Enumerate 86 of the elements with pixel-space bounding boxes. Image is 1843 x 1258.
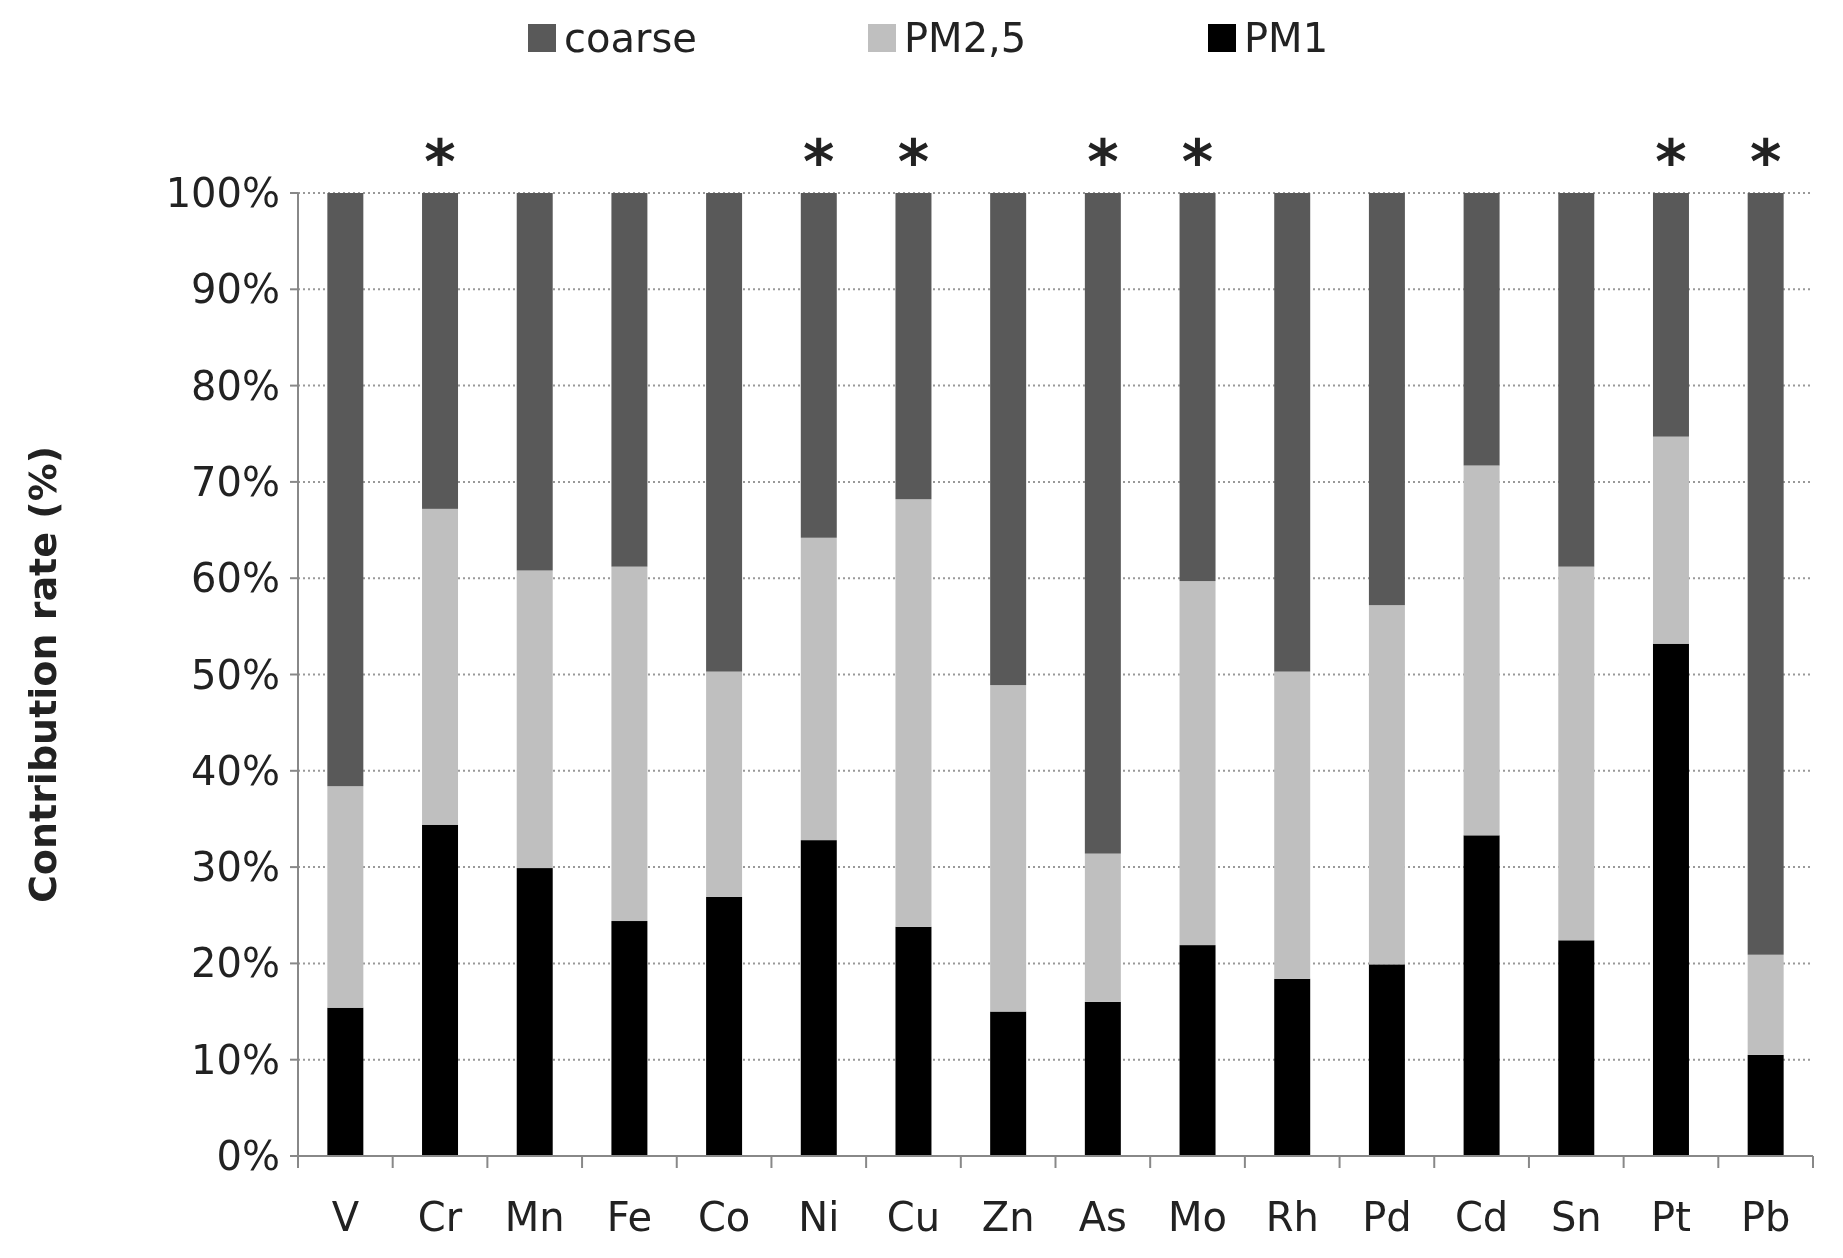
- bar: [1274, 671, 1311, 979]
- bar: [1084, 853, 1121, 1002]
- bar: [422, 508, 459, 825]
- x-tick-label: Rh: [1265, 1194, 1319, 1240]
- annotation: *: [897, 127, 930, 197]
- y-tick-label: 20%: [191, 940, 280, 987]
- bar: [1558, 940, 1595, 1156]
- bar: [611, 921, 648, 1156]
- bar: [327, 1007, 364, 1156]
- bar: [1274, 193, 1311, 672]
- x-tick-label: Mn: [504, 1194, 565, 1240]
- bar: [516, 193, 553, 571]
- bar: [1368, 193, 1405, 606]
- bar: [516, 868, 553, 1156]
- y-tick-label: 60%: [191, 555, 280, 602]
- legend-label: PM1: [1244, 15, 1329, 61]
- bar: [800, 537, 837, 841]
- y-tick-label: 40%: [191, 747, 280, 794]
- x-tick-label: Cr: [417, 1194, 463, 1240]
- legend-label: PM2,5: [904, 15, 1027, 61]
- x-tick-label: Pb: [1740, 1194, 1791, 1240]
- x-tick-label: Pd: [1362, 1194, 1412, 1240]
- annotation: *: [1655, 127, 1687, 197]
- y-tick-label: 50%: [191, 651, 280, 698]
- x-tick-label: Cd: [1454, 1194, 1509, 1240]
- y-tick-label: 90%: [191, 266, 280, 313]
- annotation: *: [803, 127, 835, 197]
- x-tick-label: Mo: [1168, 1194, 1228, 1240]
- y-tick-label: 0%: [216, 1133, 280, 1179]
- x-tick-label: V: [331, 1194, 360, 1240]
- bar: [327, 193, 364, 787]
- annotation: *: [424, 127, 456, 197]
- bar: [1747, 1054, 1784, 1157]
- x-tick-label: Sn: [1550, 1194, 1602, 1240]
- bar: [1463, 465, 1500, 836]
- bar: [990, 685, 1027, 1012]
- bar: [1368, 605, 1405, 965]
- bar: [422, 193, 459, 509]
- bar: [1463, 193, 1500, 466]
- annotation: *: [1749, 127, 1782, 197]
- bar: [327, 786, 364, 1008]
- bar: [1368, 964, 1405, 1156]
- x-tick-label: Co: [697, 1194, 751, 1240]
- bar: [895, 193, 932, 500]
- x-tick-label: Pt: [1651, 1194, 1691, 1240]
- bar: [611, 566, 648, 922]
- bar: [895, 926, 932, 1156]
- x-tick-label: As: [1078, 1194, 1127, 1240]
- bar: [1747, 954, 1784, 1055]
- bar: [1084, 193, 1121, 854]
- bar: [1274, 978, 1311, 1156]
- bar: [422, 824, 459, 1156]
- bar: [1179, 193, 1216, 582]
- x-tick-label: Cu: [886, 1194, 941, 1240]
- bar: [1084, 1001, 1121, 1156]
- bar: [611, 193, 648, 567]
- bar: [706, 671, 743, 897]
- legend-label: coarse: [564, 15, 697, 61]
- bar: [706, 896, 743, 1156]
- bar: [1558, 193, 1595, 567]
- bar: [1179, 581, 1216, 946]
- y-tick-label: 10%: [191, 1036, 280, 1083]
- y-tick-label: 80%: [191, 362, 280, 409]
- x-tick-label: Fe: [606, 1194, 653, 1240]
- bar: [990, 193, 1027, 686]
- bar: [1463, 835, 1500, 1156]
- x-tick-label: Ni: [798, 1194, 840, 1240]
- y-tick-label: 30%: [191, 844, 280, 891]
- bar: [706, 193, 743, 672]
- annotation: *: [1087, 127, 1119, 197]
- annotation: *: [1181, 127, 1214, 197]
- y-tick-label: 70%: [191, 458, 280, 505]
- bar: [895, 499, 932, 927]
- bar: [800, 840, 837, 1156]
- bar: [1652, 193, 1689, 437]
- bar: [1747, 193, 1784, 955]
- bar: [516, 570, 553, 869]
- bar: [1652, 643, 1689, 1156]
- y-axis-title: Contribution rate (%): [21, 445, 65, 904]
- bar: [1652, 436, 1689, 644]
- y-tick-label: 100%: [165, 170, 280, 216]
- bar: [1179, 945, 1216, 1156]
- bar: [1558, 566, 1595, 941]
- bar: [800, 193, 837, 538]
- x-tick-label: Zn: [981, 1194, 1035, 1240]
- bar: [990, 1011, 1027, 1156]
